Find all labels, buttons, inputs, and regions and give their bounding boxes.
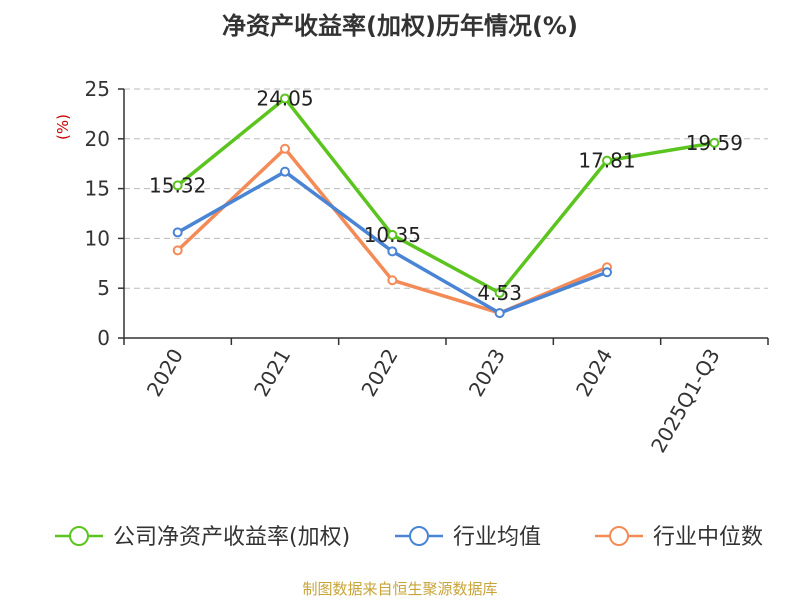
x-tick-label: 2025Q1-Q3 [646, 345, 725, 457]
legend-marker [69, 526, 89, 546]
data-label: 19.59 [686, 131, 743, 155]
legend-label: 行业中位数 [653, 525, 763, 550]
x-tick-label: 2023 [464, 344, 510, 400]
legend-label: 公司净资产收益率(加权) [113, 525, 350, 550]
data-point[interactable] [494, 308, 505, 319]
y-tick-label: 25 [85, 77, 110, 101]
x-tick-label: 2021 [249, 345, 295, 401]
data-point[interactable] [172, 227, 183, 238]
data-point[interactable] [494, 287, 505, 298]
data-label: 10.35 [364, 223, 421, 247]
y-axis-label: (%) [54, 114, 72, 140]
data-point[interactable] [172, 180, 183, 191]
data-point[interactable] [602, 155, 612, 166]
legend-label: 行业均值 [453, 525, 541, 550]
series-line [176, 96, 715, 295]
legend-marker [409, 526, 429, 546]
legend-item[interactable]: 行业均值 [395, 525, 541, 550]
data-point[interactable] [280, 166, 290, 177]
legend-marker [609, 526, 629, 546]
data-label: 24.05 [256, 86, 313, 110]
data-label: 17.81 [578, 149, 635, 173]
legend-item[interactable]: 公司净资产收益率(加权) [55, 525, 350, 550]
x-tick-label: 2024 [571, 345, 617, 401]
data-point[interactable] [387, 229, 398, 240]
data-point[interactable] [280, 93, 290, 104]
y-tick-label: 5 [97, 276, 110, 300]
y-tick-label: 20 [85, 127, 110, 151]
data-point[interactable] [172, 245, 183, 256]
data-point[interactable] [280, 143, 290, 154]
gridlines [124, 88, 768, 289]
data-point[interactable] [387, 246, 398, 257]
data-point[interactable] [709, 137, 720, 148]
y-tick-label: 10 [85, 226, 110, 250]
series-1 [172, 166, 612, 319]
data-point[interactable] [602, 267, 612, 278]
axes: 0 5 10 15 20 25 2020 2021 2022 2023 2024 2025Q1-Q3 [85, 77, 769, 457]
data-label: 15.32 [149, 173, 206, 197]
data-label: 4.53 [477, 281, 522, 305]
chart-title: 净资产收益率(加权)历年情况(%) [222, 12, 578, 40]
series-layer [172, 93, 720, 319]
data-point[interactable] [387, 275, 398, 286]
legend[interactable]: 公司净资产收益率(加权) 行业均值 行业中位数 [55, 525, 763, 550]
source-note: 制图数据来自恒生聚源数据库 [302, 580, 497, 598]
x-tick-label: 2020 [142, 345, 188, 401]
data-labels: 15.32 24.05 10.35 4.53 17.81 19.59 [149, 86, 743, 304]
legend-item[interactable]: 行业中位数 [595, 525, 763, 550]
y-tick-label: 0 [97, 326, 110, 350]
y-tick-label: 15 [85, 177, 110, 201]
x-tick-label: 2022 [356, 345, 402, 401]
series-0 [172, 93, 720, 298]
